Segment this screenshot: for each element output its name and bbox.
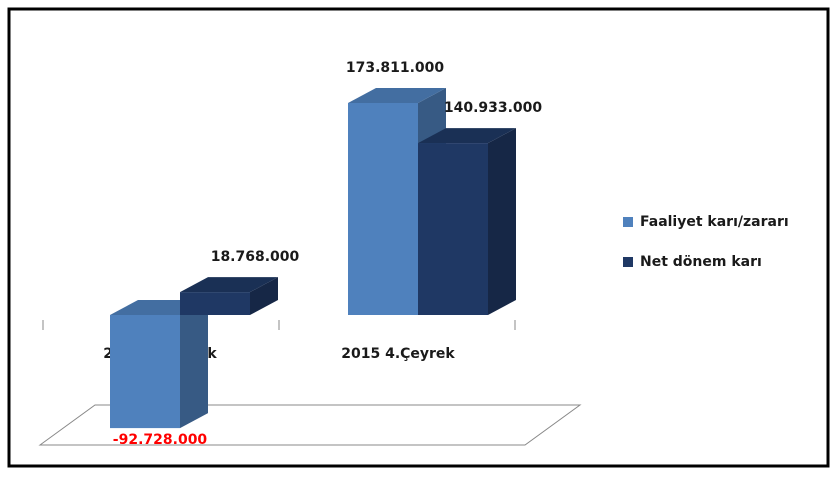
bar-top bbox=[418, 128, 516, 144]
bar bbox=[348, 103, 418, 315]
bar-top bbox=[348, 88, 446, 103]
bar bbox=[418, 143, 488, 315]
bar-side bbox=[250, 277, 278, 315]
x-tick-label: 2015 4.Çeyrek bbox=[341, 346, 455, 362]
bar-side bbox=[180, 300, 208, 429]
data-label: 18.768.000 bbox=[211, 249, 300, 265]
bar bbox=[180, 292, 250, 315]
data-label: 140.933.000 bbox=[444, 100, 543, 116]
data-label: -92.728.000 bbox=[113, 432, 208, 448]
bar bbox=[110, 315, 180, 429]
legend-label: Faaliyet karı/zararı bbox=[640, 214, 789, 230]
bar-top bbox=[180, 277, 278, 293]
legend-swatch bbox=[623, 257, 633, 267]
bar-side bbox=[488, 128, 516, 315]
legend-label: Net dönem karı bbox=[640, 254, 762, 270]
data-label: 173.811.000 bbox=[346, 60, 445, 76]
legend-swatch bbox=[623, 217, 633, 227]
